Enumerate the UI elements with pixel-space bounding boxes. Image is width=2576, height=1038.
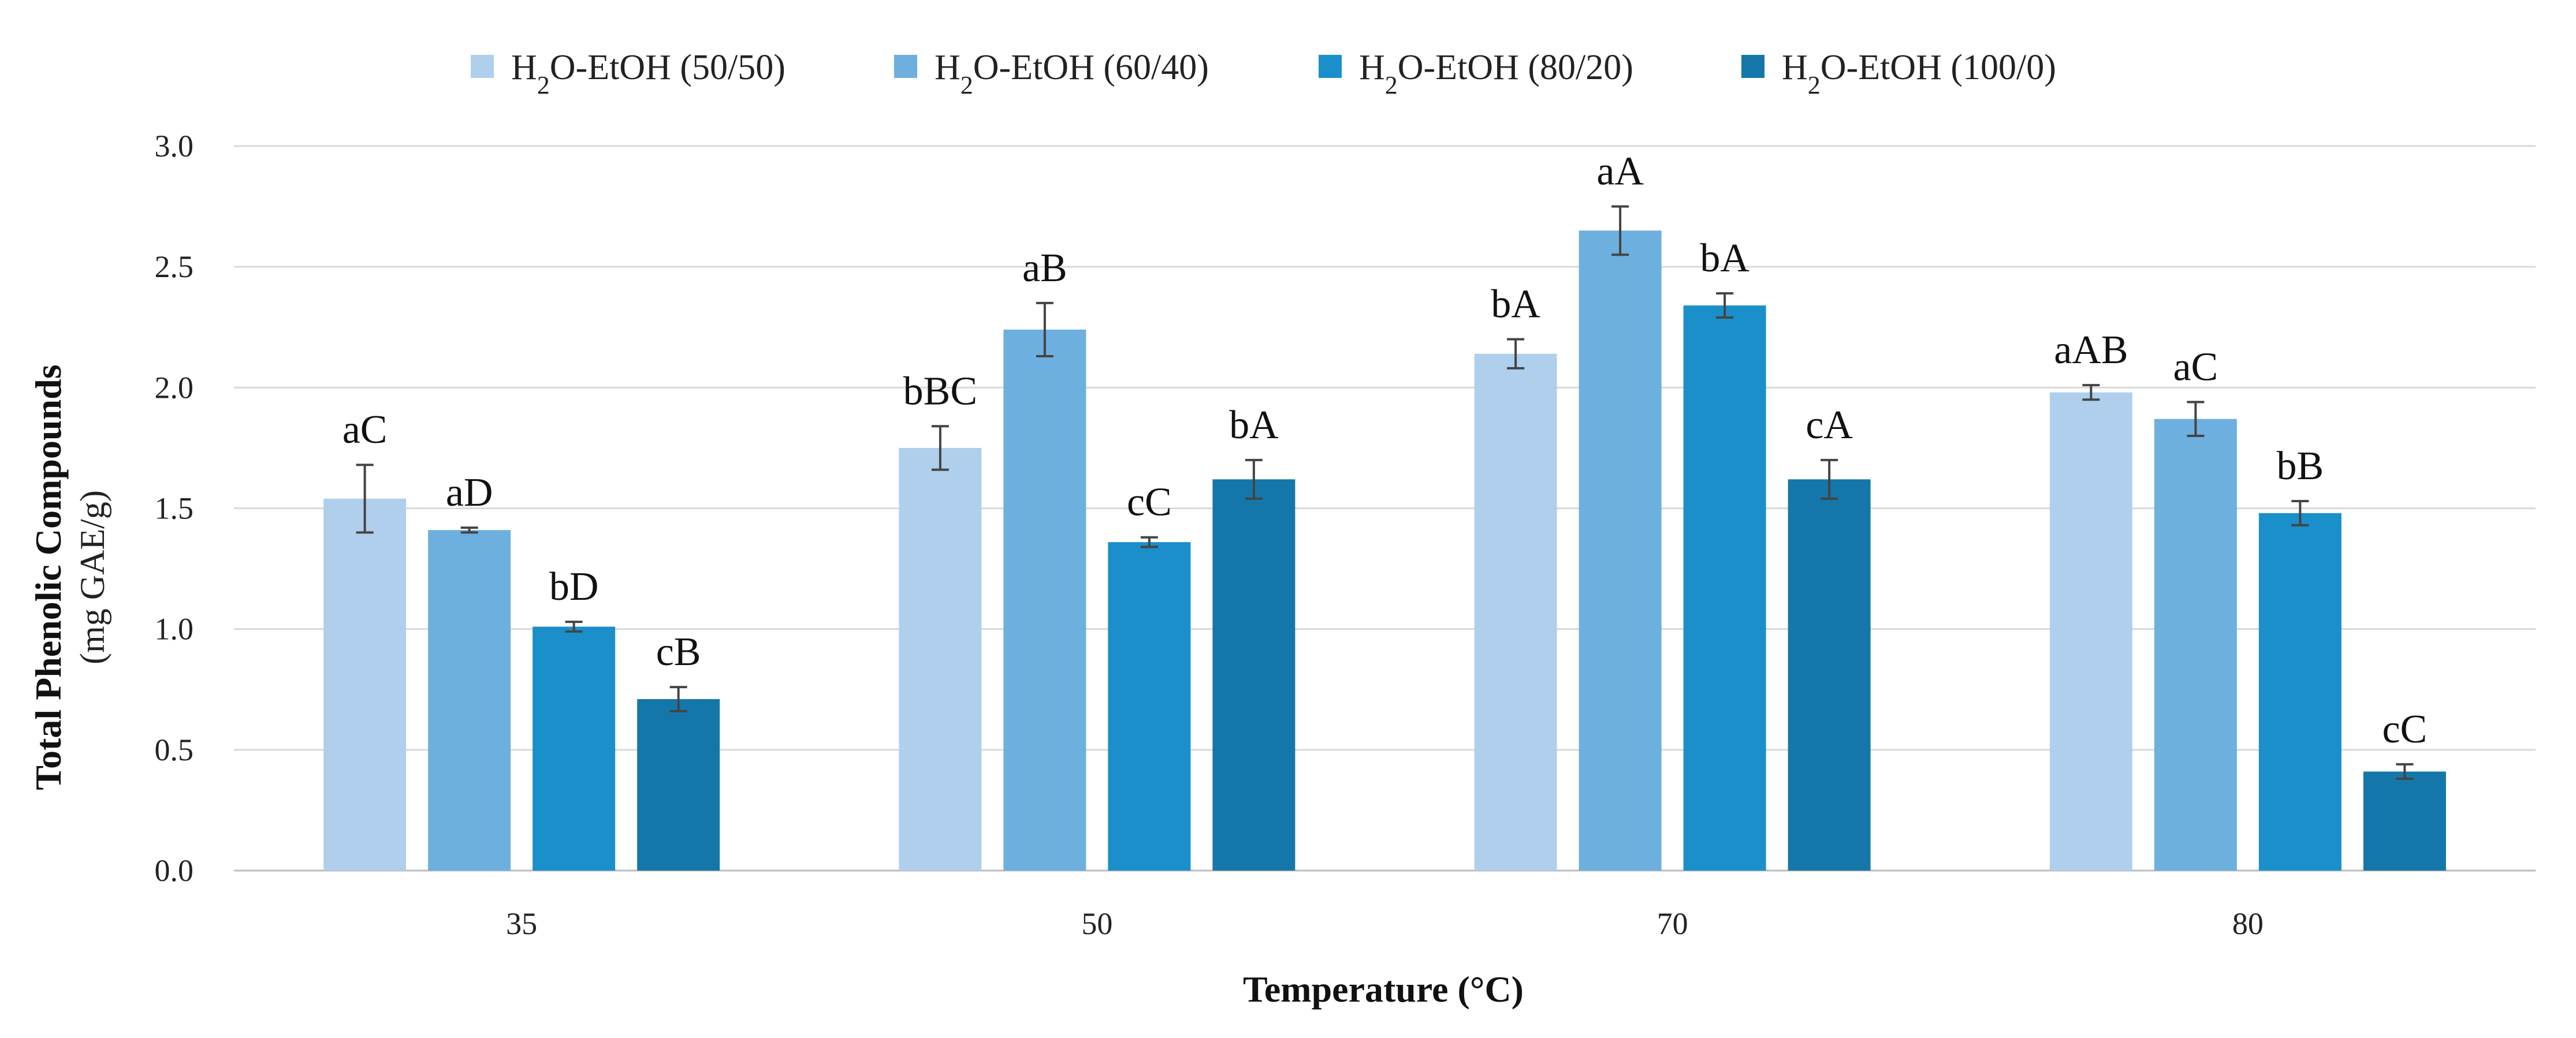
data-label: bD (549, 565, 599, 609)
bar (1474, 353, 1557, 871)
bar (2154, 419, 2237, 871)
legend: H2O-EtOH (50/50) H2O-EtOH (60/40) H2O-EtOH… (471, 48, 2056, 99)
bar (1212, 479, 1296, 871)
x-tick-label: 70 (1657, 906, 1688, 941)
error-bar (2291, 499, 2309, 527)
bar (2049, 392, 2132, 871)
error-bar (356, 464, 374, 534)
bar (533, 626, 616, 871)
data-label: aD (446, 471, 493, 515)
error-bar (565, 621, 583, 633)
bar (2258, 513, 2342, 871)
bar (899, 447, 982, 871)
legend-item: H2O-EtOH (50/50) (471, 48, 786, 99)
error-bar (931, 425, 949, 471)
y-tick-label: 3.0 (155, 129, 194, 163)
data-label: aB (1022, 246, 1067, 290)
legend-label: H2O-EtOH (60/40) (935, 48, 1209, 99)
legend-label: H2O-EtOH (80/20) (1359, 48, 1633, 99)
legend-swatch (894, 55, 917, 78)
bar (1788, 479, 1871, 871)
data-label: aC (343, 408, 388, 452)
bar (1108, 542, 1191, 871)
data-label: aC (2173, 345, 2218, 389)
bar (1579, 230, 1662, 871)
data-label: cC (1127, 480, 1172, 525)
y-axis-title-line2: (mg GAE/g) (73, 490, 111, 664)
error-bar (2082, 384, 2100, 401)
x-tick-label: 80 (2232, 906, 2264, 941)
error-bar (460, 526, 478, 534)
y-tick-label: 0.5 (155, 733, 194, 767)
data-label: bA (1491, 282, 1540, 327)
error-bar (1245, 458, 1263, 500)
bar (428, 530, 511, 871)
y-tick-label: 1.0 (155, 612, 194, 647)
data-label: cB (656, 630, 701, 674)
y-axis-title-line1: Total Phenolic Compounds (28, 364, 69, 790)
legend-label: H2O-EtOH (100/0) (1782, 48, 2056, 99)
x-axis-ticks: 35 50 70 80 (506, 906, 2264, 941)
error-bar (2396, 763, 2414, 781)
legend-swatch (1741, 55, 1765, 78)
y-tick-label: 2.0 (155, 370, 194, 405)
legend-item: H2O-EtOH (100/0) (1741, 48, 2056, 99)
data-label: bA (1700, 236, 1749, 281)
y-axis-title: Total Phenolic Compounds (mg GAE/g) (28, 364, 111, 790)
error-bar (1036, 301, 1054, 357)
error-bar (1611, 205, 1629, 256)
bars (323, 205, 2446, 871)
data-label: aA (1596, 150, 1644, 194)
error-bar (1821, 458, 1838, 500)
y-axis-ticks: 0.0 0.5 1.0 1.5 2.0 2.5 3.0 (155, 129, 194, 888)
legend-label: H2O-EtOH (50/50) (511, 48, 786, 99)
error-bar (1507, 338, 1525, 369)
bar (1683, 305, 1766, 871)
data-label: bBC (903, 369, 977, 413)
x-tick-label: 35 (506, 906, 537, 941)
y-tick-label: 0.0 (155, 853, 194, 888)
data-labels: aC aD bD cB bBC aB cC bA bA aA bA cA aAB aC bB cC (343, 150, 2428, 752)
legend-item: H2O-EtOH (80/20) (1319, 48, 1633, 99)
bar (637, 699, 720, 871)
data-label: cA (1806, 403, 1853, 447)
data-label: cC (2382, 707, 2427, 752)
data-label: bA (1229, 403, 1279, 447)
legend-swatch (471, 55, 494, 78)
bar (2363, 771, 2446, 871)
error-bar (2187, 401, 2205, 437)
x-tick-label: 50 (1081, 906, 1112, 941)
legend-swatch (1319, 55, 1342, 78)
bar (323, 498, 407, 871)
data-label: aAB (2054, 328, 2128, 372)
x-axis-title: Temperature (°C) (1243, 969, 1524, 1010)
data-label: bB (2277, 444, 2324, 488)
y-tick-label: 2.5 (155, 249, 194, 284)
gridlines (234, 145, 2536, 872)
y-tick-label: 1.5 (155, 491, 194, 526)
legend-item: H2O-EtOH (60/40) (894, 48, 1209, 99)
error-bar (1140, 536, 1158, 548)
error-bar (669, 686, 687, 712)
error-bar (1716, 292, 1734, 319)
bar (1003, 329, 1086, 871)
